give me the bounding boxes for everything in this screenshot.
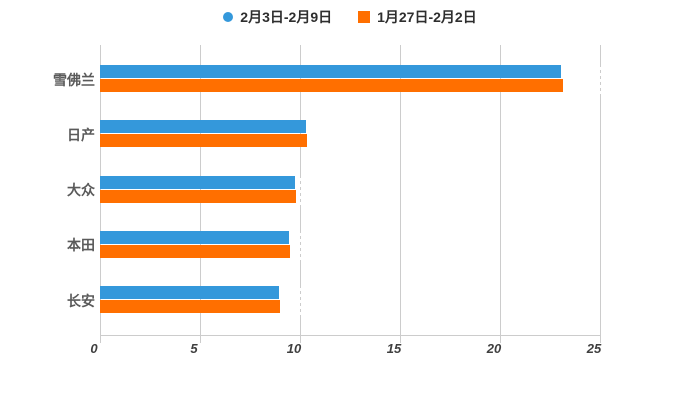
x-tick-20 — [500, 335, 501, 343]
legend-item-label: 1月27日-2月2日 — [377, 9, 477, 25]
gridline-x-20 — [500, 45, 501, 335]
dashed-gridline-segment-3 — [300, 229, 301, 262]
category-label-2: 大众 — [67, 182, 95, 198]
x-axis-line — [100, 335, 600, 336]
category-label-3: 本田 — [67, 237, 95, 254]
x-tick-15 — [400, 335, 401, 343]
legend-circle-icon — [223, 12, 234, 22]
bar-series1-4[interactable] — [100, 300, 280, 313]
x-tick-10 — [300, 335, 301, 343]
category-label-0: 雪佛兰 — [53, 71, 95, 88]
x-tick-label-0: 0 — [90, 341, 98, 356]
x-tick-label-15: 15 — [386, 341, 402, 356]
bar-series1-3[interactable] — [100, 244, 290, 258]
bar-series0-3[interactable] — [100, 230, 289, 244]
dashed-gridline-segment-4 — [300, 285, 301, 317]
x-tick-25 — [600, 335, 601, 343]
dashed-gridline-segment-0 — [600, 64, 601, 96]
category-label-1: 日产 — [67, 126, 95, 143]
bar-series0-0[interactable] — [100, 65, 561, 78]
x-tick-label-5: 5 — [190, 341, 198, 356]
x-tick-5 — [200, 335, 201, 343]
x-tick-0 — [100, 335, 101, 343]
bar-series0-4[interactable] — [100, 286, 279, 299]
x-tick-label-20: 20 — [486, 341, 502, 356]
dashed-gridline-segment-2 — [300, 174, 301, 207]
legend: 2月3日-2月9日 1月27日-2月2日 — [0, 6, 700, 28]
gridline-x-15 — [400, 45, 401, 335]
gridline-x-25 — [600, 45, 601, 335]
bar-series1-0[interactable] — [100, 79, 563, 92]
category-label-4: 长安 — [67, 292, 95, 309]
x-tick-label-25: 25 — [586, 341, 602, 356]
legend-item-label: 2月3日-2月9日 — [240, 9, 333, 25]
bar-series1-2[interactable] — [100, 189, 296, 203]
legend-item-1[interactable]: 1月27日-2月2日 — [358, 7, 477, 27]
legend-item-0[interactable]: 2月3日-2月9日 — [223, 7, 332, 27]
bar-series1-1[interactable] — [100, 134, 307, 148]
bar-series0-1[interactable] — [100, 120, 306, 134]
x-tick-label-10: 10 — [286, 341, 302, 356]
bar-series0-2[interactable] — [100, 175, 295, 189]
legend-square-icon — [358, 11, 371, 23]
